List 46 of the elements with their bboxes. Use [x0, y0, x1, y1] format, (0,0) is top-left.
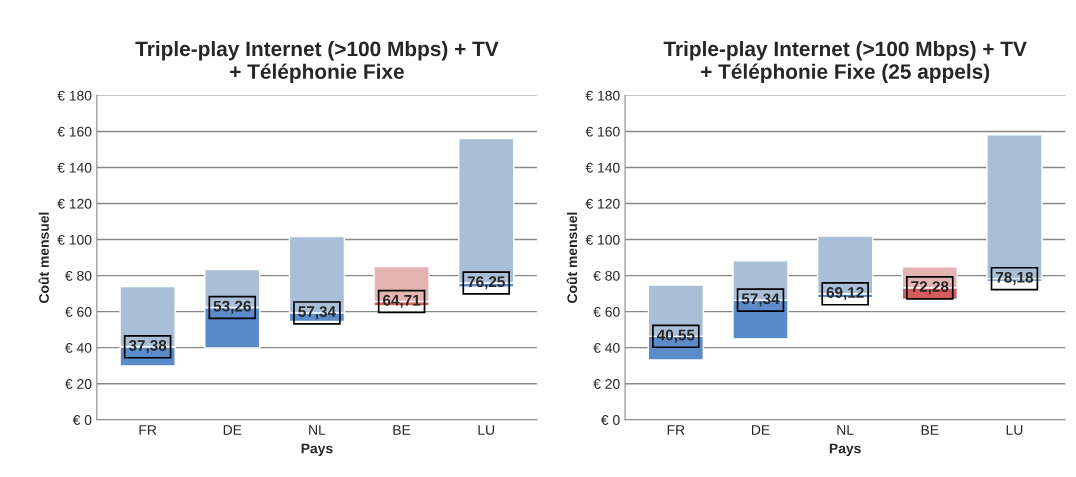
y-tick-label: € 160	[585, 126, 620, 137]
y-tick-label: € 180	[585, 90, 620, 101]
annotation: 64,71	[383, 294, 421, 308]
y-tick-label: € 80	[65, 270, 92, 281]
y-tick-label: € 120	[585, 198, 620, 209]
annotation: 40,55	[656, 329, 695, 343]
x-tick-label: FR	[139, 425, 157, 435]
chart-title: Triple-play Internet (>100 Mbps) + TV + Téléphonie Fixe	[135, 40, 499, 84]
y-axis-title: Coût mensuel	[38, 212, 49, 303]
y-tick-label: € 60	[593, 306, 620, 317]
x-tick-label: DE	[223, 425, 242, 435]
annotation: 78,18	[995, 271, 1034, 285]
annotation: 37,38	[128, 340, 167, 354]
x-tick-label: LU	[478, 425, 495, 435]
y-tick-label: € 60	[65, 306, 92, 317]
y-tick-label: € 180	[57, 90, 92, 101]
y-tick-label: € 20	[65, 379, 92, 389]
annotation: 53,26	[213, 300, 251, 314]
x-tick-label: BE	[921, 425, 939, 435]
y-tick-label: € 80	[593, 270, 620, 281]
y-tick-label: € 40	[593, 343, 620, 353]
x-axis-title: Pays	[301, 443, 333, 457]
annotation: 57,34	[741, 293, 780, 307]
chart-title: Triple-play Internet (>100 Mbps) + TV + Téléphonie Fixe (25 appels)	[663, 40, 1027, 84]
y-tick-label: € 20	[593, 379, 620, 389]
y-tick-label: € 160	[57, 126, 92, 137]
annotation: 57,34	[298, 306, 336, 320]
y-tick-label: € 140	[585, 162, 620, 173]
y-tick-label: € 100	[57, 234, 92, 245]
y-tick-label: € 100	[585, 234, 620, 245]
x-tick-label: LU	[1006, 425, 1023, 435]
y-tick-label: € 140	[57, 162, 92, 173]
annotation: 72,28	[911, 281, 949, 295]
x-tick-label: BE	[393, 425, 411, 435]
x-tick-label: DE	[751, 425, 770, 435]
y-tick-label: € 40	[65, 343, 92, 353]
y-tick-label: € 0	[72, 415, 92, 425]
y-tick-label: € 120	[57, 198, 92, 209]
annotation: 76,25	[467, 276, 505, 290]
x-tick-label: NL	[309, 425, 326, 435]
y-axis-title: Coût mensuel	[566, 212, 578, 303]
x-axis-title: Pays	[829, 443, 861, 457]
y-tick-label: € 0	[601, 415, 620, 425]
x-tick-label: FR	[667, 425, 685, 435]
x-tick-label: NL	[837, 425, 854, 435]
annotation: 69,12	[826, 287, 864, 301]
